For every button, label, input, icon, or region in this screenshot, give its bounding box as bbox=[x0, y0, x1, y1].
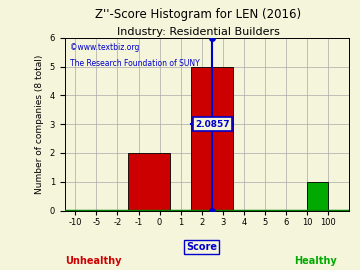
Text: Z''-Score Histogram for LEN (2016): Z''-Score Histogram for LEN (2016) bbox=[95, 8, 301, 21]
Text: Unhealthy: Unhealthy bbox=[65, 255, 121, 265]
Text: 2.0857: 2.0857 bbox=[195, 120, 230, 129]
Text: Industry: Residential Builders: Industry: Residential Builders bbox=[117, 27, 279, 37]
Bar bbox=[307, 182, 328, 211]
Text: Score: Score bbox=[186, 242, 217, 252]
Y-axis label: Number of companies (8 total): Number of companies (8 total) bbox=[35, 55, 44, 194]
Text: The Research Foundation of SUNY: The Research Foundation of SUNY bbox=[71, 59, 200, 68]
Text: Healthy: Healthy bbox=[294, 255, 337, 265]
Bar bbox=[128, 153, 170, 211]
Text: ©www.textbiz.org: ©www.textbiz.org bbox=[71, 43, 140, 52]
Bar bbox=[191, 67, 233, 211]
